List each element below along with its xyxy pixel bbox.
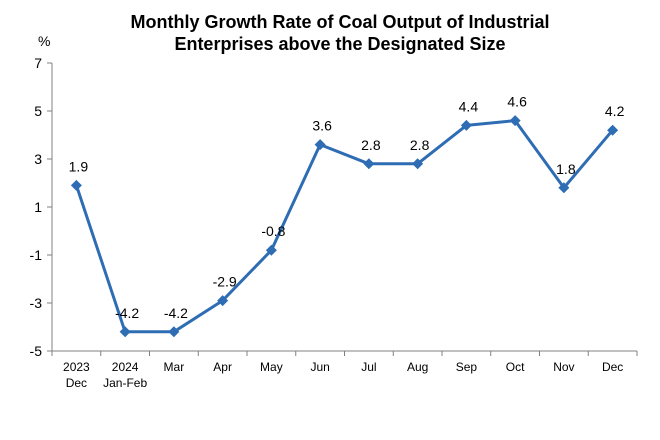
data-label: -0.8	[261, 223, 285, 239]
x-tick-label: 2023	[63, 360, 90, 374]
data-point-marker	[363, 158, 375, 170]
x-tick-label: Dec	[602, 360, 623, 374]
data-label: 4.2	[605, 103, 625, 119]
data-point-marker	[558, 182, 570, 194]
x-tick-label: Aug	[407, 360, 428, 374]
x-tick-label: Jun	[310, 360, 329, 374]
data-point-marker	[168, 326, 180, 338]
y-tick-label: -3	[30, 295, 43, 311]
data-point-marker	[607, 124, 619, 136]
data-point-marker	[460, 119, 472, 131]
data-label: 4.4	[459, 98, 479, 114]
data-point-marker	[314, 139, 326, 151]
data-point-marker	[217, 295, 229, 307]
x-tick-label: Jan-Feb	[103, 376, 147, 390]
data-point-marker	[119, 326, 131, 338]
data-label-group: 1.9 -4.2 -4.2 -2.9 -0.8 3.6 2.8 2.8 4.4 4.6 1.8 4.2	[69, 94, 625, 321]
x-tick-label: Jul	[361, 360, 376, 374]
y-axis-unit: %	[38, 33, 50, 49]
chart-title-line-1: Monthly Growth Rate of Coal Output of In…	[131, 12, 550, 32]
x-tick-label: 2024	[112, 360, 139, 374]
y-tick-label: 7	[34, 55, 42, 71]
y-tick-label: -1	[30, 247, 43, 263]
data-label: 1.8	[556, 161, 576, 177]
y-tick-label: -5	[30, 343, 43, 359]
data-label: 2.8	[361, 137, 381, 153]
data-point-marker	[412, 158, 424, 170]
marker-group	[70, 115, 619, 338]
data-label: 4.6	[507, 94, 527, 110]
x-tick-label: Nov	[553, 360, 574, 374]
x-tick-label: Oct	[506, 360, 525, 374]
series-line	[74, 119, 614, 334]
x-tick-label: Dec	[66, 376, 87, 390]
x-tick-label: Apr	[213, 360, 232, 374]
data-point-marker	[265, 244, 277, 256]
x-tick-label: May	[260, 360, 283, 374]
data-label: -4.2	[115, 305, 139, 321]
data-point-marker	[70, 179, 82, 191]
data-label: 3.6	[312, 118, 332, 134]
data-label: -2.9	[213, 274, 237, 290]
data-label: 2.8	[410, 137, 430, 153]
y-tick-label: 5	[34, 103, 42, 119]
y-tick-label: 3	[34, 151, 42, 167]
chart-title-line-2: Enterprises above the Designated Size	[174, 34, 505, 54]
data-point-marker	[509, 115, 521, 127]
x-tick-label: Sep	[456, 360, 478, 374]
data-label: -4.2	[164, 305, 188, 321]
data-label: 1.9	[69, 158, 89, 174]
y-axis: 7 5 3 1 -1 -3 -5	[30, 55, 53, 359]
series-line-group	[74, 119, 614, 334]
y-tick-label: 1	[34, 199, 42, 215]
x-tick-label: Mar	[164, 360, 185, 374]
x-axis: 2023 Dec 2024 Jan-Feb Mar Apr May Jun Jul Aug Sep O…	[51, 350, 638, 390]
